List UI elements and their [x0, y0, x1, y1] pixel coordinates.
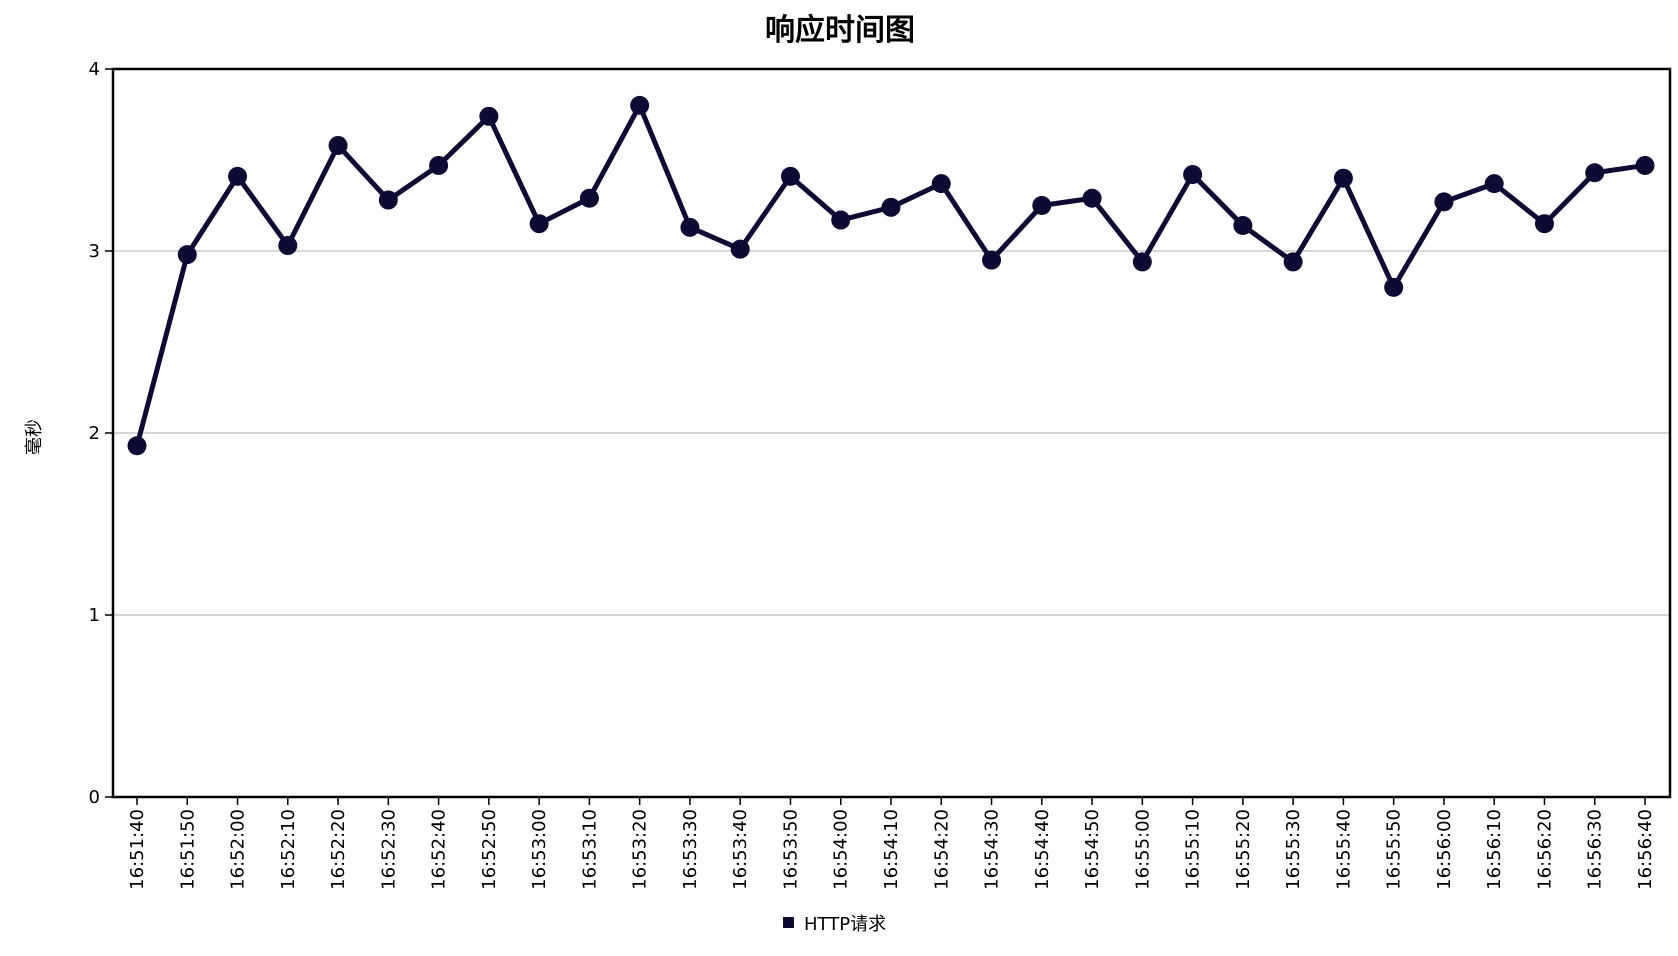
series-layer [127, 95, 1655, 456]
data-point [127, 436, 147, 456]
x-tick-label: 16:56:20 [1534, 809, 1555, 890]
data-point [730, 239, 750, 259]
y-tick-label: 1 [89, 605, 100, 626]
data-point [982, 250, 1002, 270]
data-point [228, 166, 248, 186]
data-point [1132, 252, 1152, 272]
y-tick-label: 2 [89, 423, 100, 444]
y-axis-label: 毫秒 [24, 419, 45, 455]
legend: HTTP请求 [783, 914, 886, 935]
data-point [579, 188, 599, 208]
data-point [680, 217, 700, 237]
data-point [630, 95, 650, 115]
x-axis: 16:51:40 16:51:50 16:52:00 16:52:10 16:52:20… [127, 797, 1656, 890]
x-tick-label: 16:55:30 [1283, 809, 1304, 890]
y-tick-label: 4 [89, 59, 100, 80]
x-tick-label: 16:53:00 [529, 809, 550, 890]
data-point [1434, 192, 1454, 212]
x-tick-label: 16:56:40 [1635, 809, 1656, 890]
x-tick-label: 16:51:50 [177, 809, 198, 890]
data-point [529, 214, 549, 234]
data-point [831, 210, 851, 230]
y-tick-label: 0 [89, 787, 100, 808]
data-point [1183, 165, 1203, 185]
data-point [378, 190, 398, 210]
x-tick-label: 16:52:30 [378, 809, 399, 890]
x-tick-label: 16:53:30 [680, 809, 701, 890]
data-point [429, 155, 449, 175]
x-tick-label: 16:55:20 [1233, 809, 1254, 890]
data-point [780, 166, 800, 186]
data-point [1585, 163, 1605, 183]
x-tick-label: 16:52:10 [278, 809, 299, 890]
x-tick-label: 16:51:40 [127, 809, 148, 890]
plot-frame [111, 67, 1672, 799]
y-tick-label: 3 [89, 241, 100, 262]
legend-swatch [783, 917, 794, 928]
data-point [1534, 214, 1554, 234]
data-point [177, 245, 197, 265]
x-tick-label: 16:53:50 [780, 809, 801, 890]
y-axis: 0 1 2 3 4 [89, 59, 113, 808]
x-tick-label: 16:52:50 [479, 809, 500, 890]
x-tick-label: 16:55:50 [1384, 809, 1405, 890]
x-tick-label: 16:52:00 [228, 809, 249, 890]
x-tick-label: 16:56:00 [1434, 809, 1455, 890]
x-tick-label: 16:54:30 [982, 809, 1003, 890]
x-tick-label: 16:52:40 [429, 809, 450, 890]
x-tick-label: 16:54:10 [881, 809, 902, 890]
x-tick-label: 16:53:40 [730, 809, 751, 890]
data-point [1283, 252, 1303, 272]
data-point [1484, 174, 1504, 194]
data-point [479, 106, 499, 126]
data-point [328, 135, 348, 155]
data-point [1333, 168, 1353, 188]
x-tick-label: 16:54:20 [931, 809, 952, 890]
x-tick-label: 16:56:30 [1585, 809, 1606, 890]
data-point [881, 197, 901, 217]
data-point [278, 236, 298, 256]
x-tick-label: 16:53:10 [579, 809, 600, 890]
gridlines [113, 250, 1670, 616]
legend-label: HTTP请求 [804, 914, 886, 935]
data-point [1082, 188, 1102, 208]
x-tick-label: 16:55:40 [1333, 809, 1354, 890]
data-point [931, 174, 951, 194]
data-point [1384, 277, 1404, 297]
x-tick-label: 16:54:40 [1032, 809, 1053, 890]
x-tick-label: 16:54:50 [1082, 809, 1103, 890]
chart-title: 响应时间图 [765, 13, 915, 48]
x-tick-label: 16:54:00 [831, 809, 852, 890]
x-tick-label: 16:53:20 [630, 809, 651, 890]
data-point [1032, 196, 1052, 215]
data-point [1635, 155, 1655, 175]
x-tick-label: 16:56:10 [1484, 809, 1505, 890]
data-point [1233, 216, 1253, 236]
x-tick-label: 16:55:10 [1183, 809, 1204, 890]
x-tick-label: 16:55:00 [1132, 809, 1153, 890]
x-tick-label: 16:52:20 [328, 809, 349, 890]
series-line [134, 102, 1648, 449]
